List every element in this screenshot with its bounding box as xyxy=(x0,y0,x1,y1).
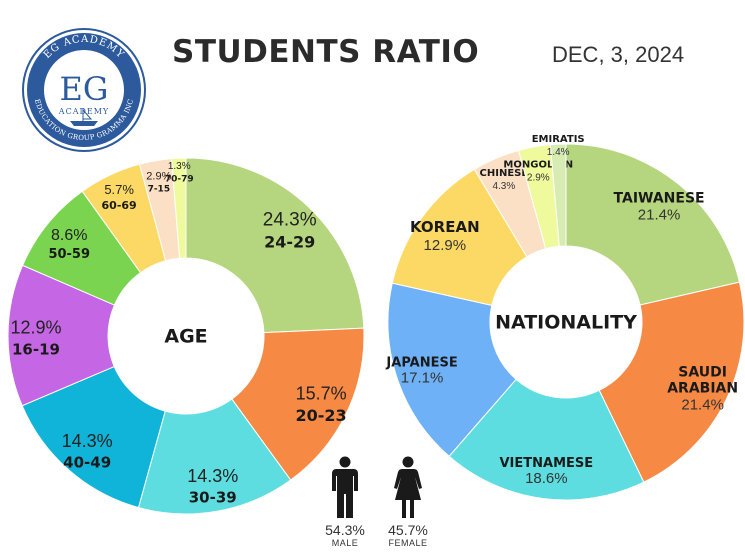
slice-value-chinese: 4.3% xyxy=(492,181,515,192)
slice-40-49 xyxy=(21,365,166,509)
male-label: MALE xyxy=(331,538,359,548)
slice-label-70-79: 70-79 xyxy=(165,174,194,184)
female-label: FEMALE xyxy=(388,538,428,548)
slice-value-taiwanese: 21.4% xyxy=(638,206,681,223)
slice-vietnamese xyxy=(448,378,645,501)
slice-label-30-39: 30-39 xyxy=(189,488,237,506)
chart-center-title: AGE xyxy=(164,326,207,348)
female-person-icon xyxy=(394,456,422,518)
slice-value-50-59: 8.6% xyxy=(51,227,87,244)
slice-label-50-59: 50-59 xyxy=(48,247,90,262)
slice-japanese xyxy=(387,282,517,457)
slice-value-korean: 12.9% xyxy=(424,237,467,254)
slice-label-chinese: CHINESE xyxy=(480,168,529,179)
slice-label-vietnamese: VIETNAMESE xyxy=(500,456,594,471)
slice-value-7-15: 2.9% xyxy=(146,170,171,182)
male-person-icon xyxy=(332,456,358,518)
slice-30-39 xyxy=(137,398,292,515)
logo-monogram: EG xyxy=(60,70,109,108)
slice-value-16-19: 12.9% xyxy=(10,318,61,338)
slice-label-emiratis: EMIRATIS xyxy=(532,134,585,145)
male-stat: 54.3% MALE xyxy=(318,522,372,548)
male-percent: 54.3% xyxy=(325,522,365,538)
slice-24-29 xyxy=(185,157,365,334)
slice-label-16-19: 16-19 xyxy=(12,340,60,358)
slice-label-7-15: 7-15 xyxy=(148,185,171,195)
slice-value-24-29: 24.3% xyxy=(263,210,317,231)
slice-saudi-arabian xyxy=(598,281,745,483)
slice-value-mongolian: 2.9% xyxy=(527,173,550,184)
slice-value-40-49: 14.3% xyxy=(62,431,113,451)
slice-label-saudi-arabian: SAUDI xyxy=(678,365,727,381)
slice-label-20-23: 20-23 xyxy=(296,406,347,425)
page-title: STUDENTS RATIO xyxy=(172,34,480,70)
slice-label-taiwanese: TAIWANESE xyxy=(614,190,705,206)
slice-label-japanese: JAPANESE xyxy=(385,355,457,370)
slice-value-saudi-arabian: 21.4% xyxy=(681,397,724,414)
ship-icon xyxy=(70,121,98,126)
eg-academy-logo: EG ACADEMY EDUCATION GROUP GRAMMA INC EG… xyxy=(22,28,146,152)
nationality-donut-chart: TAIWANESE21.4%SAUDIARABIAN21.4%VIETNAMES… xyxy=(385,134,745,501)
slice-value-70-79: 1.3% xyxy=(168,161,191,172)
report-date: DEC, 3, 2024 xyxy=(552,42,685,67)
slice-value-emiratis: 1.4% xyxy=(547,147,570,158)
age-donut-chart: 24.3% 24-29 15.7% 20-23 14.3% 30-39 14.3% 40-49… xyxy=(7,157,365,515)
slice-20-23 xyxy=(231,327,365,481)
slice-label-60-69: 60-69 xyxy=(102,199,137,212)
slice-label-40-49: 40-49 xyxy=(63,454,111,472)
slice-value-20-23: 15.7% xyxy=(296,383,347,403)
slice-taiwanese xyxy=(565,143,741,306)
slice-label-24-29: 24-29 xyxy=(264,233,315,252)
female-percent: 45.7% xyxy=(388,522,428,538)
slice-label-saudi-arabian: ARABIAN xyxy=(667,381,738,397)
slice-value-vietnamese: 18.6% xyxy=(525,470,568,487)
slice-value-60-69: 5.7% xyxy=(104,182,134,197)
slice-label-mongolian: MONGOLIAN xyxy=(503,160,573,171)
slice-label-korean: KOREAN xyxy=(410,218,480,236)
slice-value-30-39: 14.3% xyxy=(187,466,238,486)
chart-center-title: NATIONALITY xyxy=(495,312,637,334)
slice-emiratis xyxy=(549,143,567,247)
slice-value-japanese: 17.1% xyxy=(401,369,444,386)
slice-70-79 xyxy=(170,157,187,259)
female-stat: 45.7% FEMALE xyxy=(378,522,438,548)
